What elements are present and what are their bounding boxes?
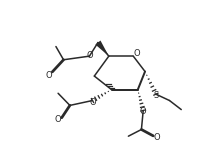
Text: O: O <box>154 133 160 142</box>
Text: O: O <box>45 71 52 80</box>
Text: O: O <box>140 107 147 116</box>
Text: O: O <box>89 98 96 107</box>
Text: O: O <box>54 115 61 124</box>
Text: S: S <box>153 91 159 100</box>
Text: O: O <box>86 51 93 60</box>
Text: O: O <box>134 50 141 59</box>
Polygon shape <box>95 41 109 56</box>
